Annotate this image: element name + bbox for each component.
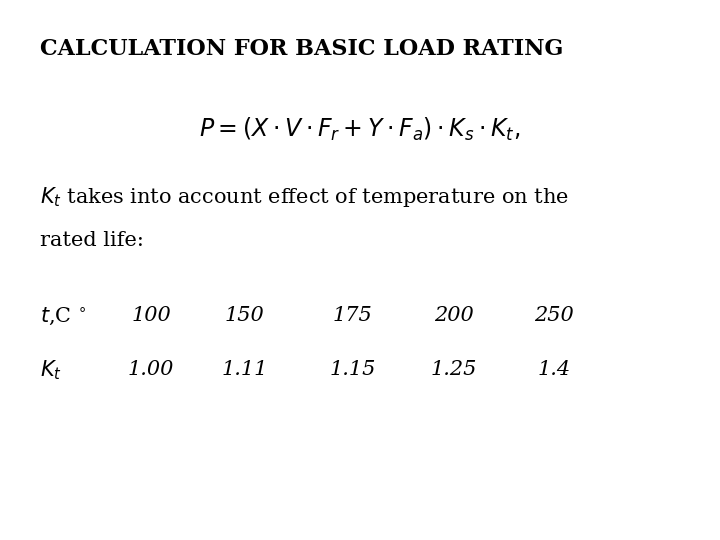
Text: 250: 250 [534, 306, 575, 326]
Text: $P = ( X \cdot V \cdot F_r + Y \cdot F_a ) \cdot K_s \cdot K_t ,$: $P = ( X \cdot V \cdot F_r + Y \cdot F_a… [199, 116, 521, 143]
Text: 100: 100 [131, 306, 171, 326]
Text: $\mathit{t}$,C $^{\circ}$: $\mathit{t}$,C $^{\circ}$ [40, 305, 86, 327]
Text: 1.25: 1.25 [431, 360, 477, 380]
Text: 175: 175 [333, 306, 373, 326]
Text: 1.11: 1.11 [222, 360, 268, 380]
Text: 1.00: 1.00 [128, 360, 174, 380]
Text: CALCULATION FOR BASIC LOAD RATING: CALCULATION FOR BASIC LOAD RATING [40, 38, 563, 60]
Text: $\mathit{K_t}$: $\mathit{K_t}$ [40, 358, 61, 382]
Text: 150: 150 [225, 306, 265, 326]
Text: rated life:: rated life: [40, 231, 143, 250]
Text: $\mathit{K_t}$ takes into account effect of temperature on the: $\mathit{K_t}$ takes into account effect… [40, 185, 569, 209]
Text: 1.15: 1.15 [330, 360, 376, 380]
Text: 200: 200 [433, 306, 474, 326]
Text: 1.4: 1.4 [538, 360, 571, 380]
